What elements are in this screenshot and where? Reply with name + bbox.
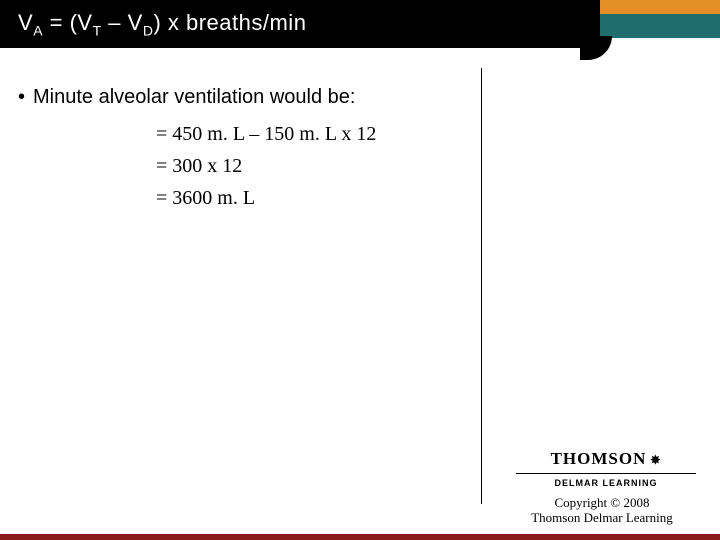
copyright-line: Copyright © 2008 (512, 495, 692, 511)
equation-line: = 450 m. L – 150 m. L x 12 (156, 118, 376, 150)
title-sub: T (93, 22, 102, 38)
logo-delmar: DELMAR LEARNING (516, 478, 696, 488)
star-icon: ✸ (650, 453, 661, 468)
publisher-logo: THOMSON✸ DELMAR LEARNING (516, 449, 696, 488)
footer-bar (0, 534, 720, 540)
title-part: – V (102, 10, 143, 35)
title-part: V (18, 10, 33, 35)
copyright-line: Thomson Delmar Learning (512, 510, 692, 526)
slide: VA = (VT – VD) x breaths/min • Minute alv… (0, 0, 720, 540)
equation-line: = 3600 m. L (156, 182, 376, 214)
logo-thomson-text: THOMSON (551, 449, 647, 468)
header-accent-white (600, 38, 720, 50)
header-curve (580, 36, 612, 60)
title-sub: A (33, 22, 43, 38)
header-accent-orange (600, 0, 720, 14)
vertical-divider (481, 68, 482, 504)
title-sub: D (143, 22, 154, 38)
header-accent-teal (600, 14, 720, 38)
equation-block: = 450 m. L – 150 m. L x 12 = 300 x 12 = … (156, 118, 376, 214)
bullet-line: • Minute alveolar ventilation would be: (18, 86, 355, 109)
logo-rule (516, 473, 696, 474)
copyright-text: Copyright © 2008 Thomson Delmar Learning (512, 495, 692, 526)
title-part: = (V (43, 10, 93, 35)
bullet-marker: • (18, 86, 25, 109)
equation-line: = 300 x 12 (156, 150, 376, 182)
bullet-text: Minute alveolar ventilation would be: (33, 86, 355, 108)
title-part: ) x breaths/min (153, 10, 306, 35)
slide-title: VA = (VT – VD) x breaths/min (18, 10, 306, 38)
logo-thomson: THOMSON✸ (516, 449, 696, 469)
